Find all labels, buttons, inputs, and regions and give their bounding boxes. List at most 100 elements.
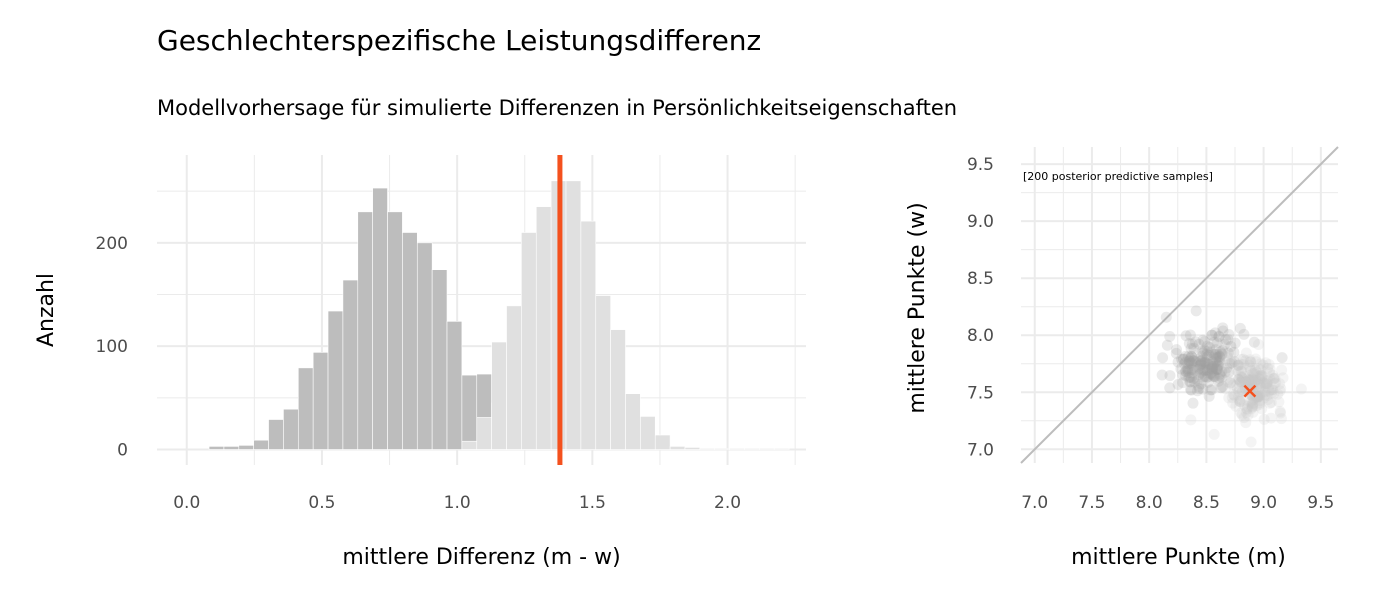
- sample-point-m: [1213, 331, 1225, 343]
- sample-point-m: [1157, 352, 1169, 364]
- sample-point-m: [1164, 370, 1176, 382]
- sample-point-m: [1182, 365, 1194, 377]
- sample-point-m: [1182, 363, 1194, 375]
- sample-point-w: [1268, 373, 1280, 385]
- sample-point-w: [1274, 378, 1286, 390]
- histogram-bar: [640, 416, 656, 450]
- sample-point-w: [1258, 377, 1270, 389]
- sample-point-m: [1189, 336, 1201, 348]
- histogram-bar: [714, 448, 730, 450]
- sample-point-m: [1229, 337, 1241, 349]
- sample-point-m: [1180, 370, 1192, 382]
- histogram-bar: [595, 295, 611, 450]
- sample-point-m: [1193, 363, 1205, 375]
- sample-point-m: [1195, 356, 1207, 368]
- sample-point-w: [1267, 369, 1279, 381]
- histogram-bar: [342, 279, 359, 450]
- sample-point-m: [1217, 345, 1229, 357]
- sample-point-w: [1249, 367, 1261, 379]
- sample-point-m: [1183, 337, 1195, 349]
- sample-point-m: [1185, 376, 1197, 388]
- sample-point-w: [1275, 383, 1287, 395]
- x-tick-label: 9.5: [1307, 493, 1334, 513]
- sample-point-w: [1246, 400, 1258, 412]
- sample-point-w: [1252, 338, 1264, 350]
- sample-point-w: [1219, 383, 1231, 395]
- sample-point-m: [1214, 352, 1226, 364]
- sample-point-m: [1197, 347, 1209, 359]
- sample-point-w: [1247, 397, 1259, 409]
- sample-point-m: [1207, 363, 1219, 375]
- sample-point-m: [1209, 348, 1221, 360]
- sample-point-w: [1247, 368, 1259, 380]
- sample-point-m: [1171, 344, 1183, 356]
- sample-point-w: [1241, 403, 1253, 415]
- sample-point-m: [1206, 363, 1218, 375]
- sample-point-w: [1244, 375, 1256, 387]
- sample-point-m: [1214, 350, 1226, 362]
- sample-point-m: [1201, 351, 1213, 363]
- sample-point-m: [1185, 357, 1197, 369]
- sample-point-m: [1208, 371, 1220, 383]
- sample-point-w: [1248, 376, 1260, 388]
- sample-point-m: [1184, 376, 1196, 388]
- sample-point-w: [1240, 355, 1252, 367]
- sample-point-m: [1208, 348, 1220, 360]
- sample-point-m: [1276, 352, 1288, 364]
- sample-point-w: [1233, 395, 1245, 407]
- sample-point-m: [1213, 356, 1225, 368]
- sample-point-m: [1206, 329, 1218, 341]
- sample-point-m: [1208, 370, 1220, 382]
- sample-point-w: [1257, 359, 1269, 371]
- sample-point-w: [1269, 372, 1281, 384]
- sample-point-m: [1201, 358, 1213, 370]
- scatter-grid: [1021, 147, 1338, 463]
- sample-point-w: [1233, 385, 1245, 397]
- histogram-bar: [744, 448, 760, 450]
- histogram-bar: [699, 448, 716, 450]
- sample-point-m: [1175, 363, 1187, 375]
- sample-point-w: [1234, 375, 1246, 387]
- sample-point-w: [1242, 373, 1254, 385]
- sample-point-m: [1207, 369, 1219, 381]
- sample-point-m: [1172, 356, 1184, 368]
- chart-subtitle: Modellvorhersage für simulierte Differen…: [157, 96, 958, 120]
- sample-point-w: [1255, 369, 1267, 381]
- sample-point-w: [1226, 391, 1238, 403]
- sample-point-w: [1240, 406, 1252, 418]
- sample-point-w: [1257, 389, 1269, 401]
- sample-point-w: [1254, 373, 1266, 385]
- histogram-bar: [208, 446, 225, 450]
- sample-point-w: [1239, 376, 1251, 388]
- sample-point-m: [1199, 370, 1211, 382]
- histogram-bars: [208, 180, 790, 450]
- sample-point-w: [1246, 401, 1258, 413]
- sample-point-m: [1193, 380, 1205, 392]
- sample-point-w: [1263, 382, 1275, 394]
- sample-point-m: [1210, 363, 1222, 375]
- sample-point-m: [1219, 366, 1231, 378]
- sample-point-w: [1275, 413, 1287, 425]
- sample-point-m: [1198, 356, 1210, 368]
- sample-point-m: [1208, 336, 1220, 348]
- histogram-bar: [223, 446, 240, 450]
- histogram-y-axis-title: Anzahl: [34, 273, 59, 347]
- sample-point-w: [1242, 373, 1254, 385]
- sample-point-w: [1267, 384, 1279, 396]
- sample-point-m: [1197, 371, 1209, 383]
- sample-point-w: [1237, 359, 1249, 371]
- sample-point-m: [1235, 376, 1247, 388]
- sample-point-m: [1216, 348, 1228, 360]
- sample-point-w: [1239, 376, 1251, 388]
- x-tick-label: 9.0: [1250, 493, 1277, 513]
- x-tick-label: 0.5: [308, 493, 335, 513]
- sample-point-w: [1237, 376, 1249, 388]
- sample-point-m: [1188, 353, 1200, 365]
- sample-point-w: [1216, 381, 1228, 393]
- y-tick-label: 0: [117, 441, 128, 461]
- sample-point-w: [1264, 363, 1276, 375]
- y-tick-label: 100: [96, 337, 128, 357]
- sample-point-m: [1181, 363, 1193, 375]
- sample-point-m: [1161, 339, 1173, 351]
- sample-point-m: [1156, 369, 1168, 381]
